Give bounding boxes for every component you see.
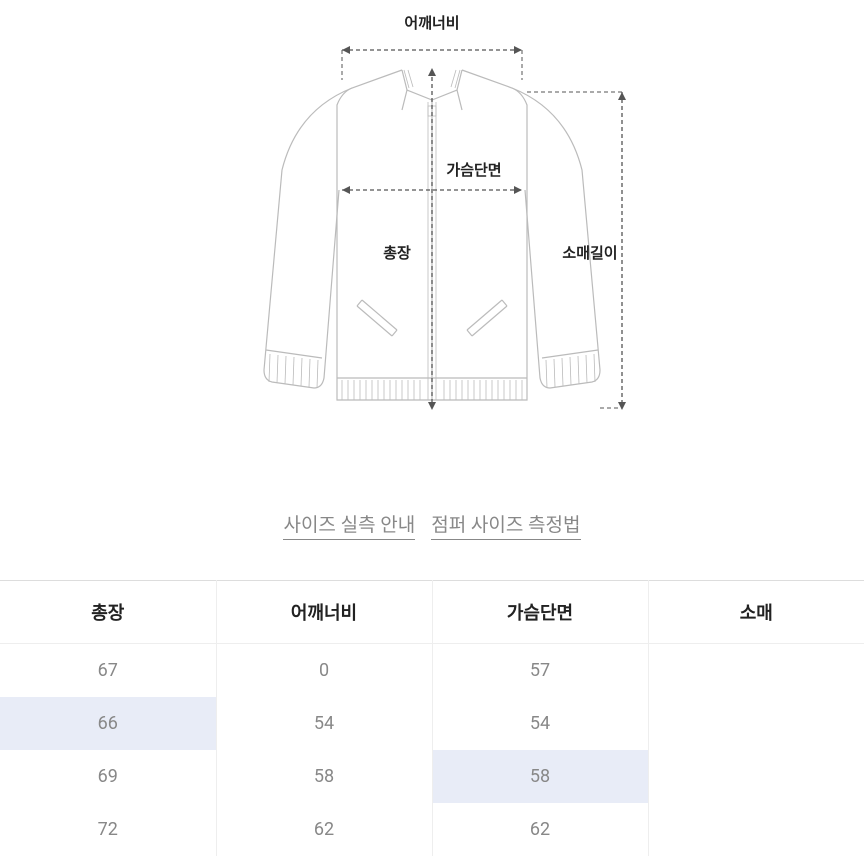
jacket-diagram-svg: 어깨너비 bbox=[202, 10, 662, 440]
table-cell: 0 bbox=[216, 644, 432, 698]
col-chest: 가슴단면 bbox=[432, 581, 648, 644]
sleeve-label: 소매길이 bbox=[562, 244, 617, 262]
table-cell: 72 bbox=[0, 803, 216, 856]
table-cell bbox=[648, 750, 864, 803]
page-container: 어깨너비 bbox=[0, 0, 864, 864]
table-cell: 58 bbox=[216, 750, 432, 803]
table-cell: 62 bbox=[432, 803, 648, 856]
guide-links: 사이즈 실측 안내 점퍼 사이즈 측정법 bbox=[0, 510, 864, 540]
table-cell: 67 bbox=[0, 644, 216, 698]
table-cell: 57 bbox=[432, 644, 648, 698]
table-row: 69 58 58 bbox=[0, 750, 864, 803]
table-cell bbox=[648, 644, 864, 698]
table-cell: 58 bbox=[432, 750, 648, 803]
table-body: 67 0 57 66 54 54 69 58 58 72 62 62 bbox=[0, 644, 864, 857]
table-cell: 69 bbox=[0, 750, 216, 803]
length-label: 총장 bbox=[383, 244, 411, 262]
col-sleeve: 소매 bbox=[648, 581, 864, 644]
table-cell: 66 bbox=[0, 697, 216, 750]
table-cell bbox=[648, 697, 864, 750]
size-table: 총장 어깨너비 가슴단면 소매 67 0 57 66 54 54 69 58 bbox=[0, 580, 864, 856]
table-row: 66 54 54 bbox=[0, 697, 864, 750]
shoulder-label: 어깨너비 bbox=[404, 14, 459, 32]
table-row: 67 0 57 bbox=[0, 644, 864, 698]
size-diagram: 어깨너비 bbox=[0, 0, 864, 440]
table-cell: 54 bbox=[432, 697, 648, 750]
table-cell bbox=[648, 803, 864, 856]
chest-label: 가슴단면 bbox=[446, 161, 501, 179]
table-cell: 54 bbox=[216, 697, 432, 750]
col-shoulder: 어깨너비 bbox=[216, 581, 432, 644]
measure-method-link[interactable]: 점퍼 사이즈 측정법 bbox=[431, 510, 580, 540]
table-row: 72 62 62 bbox=[0, 803, 864, 856]
table-cell: 62 bbox=[216, 803, 432, 856]
col-length: 총장 bbox=[0, 581, 216, 644]
table-header-row: 총장 어깨너비 가슴단면 소매 bbox=[0, 581, 864, 644]
size-guide-link[interactable]: 사이즈 실측 안내 bbox=[283, 510, 415, 540]
